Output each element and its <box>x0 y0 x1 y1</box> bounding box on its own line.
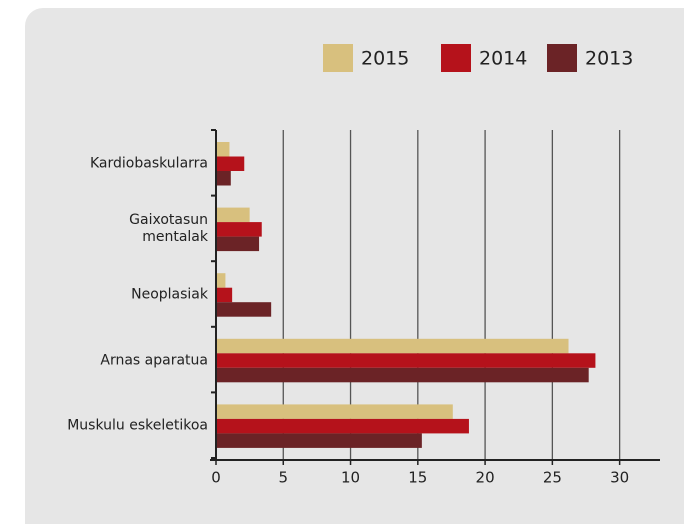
legend-label: 2014 <box>479 48 527 70</box>
bar <box>216 142 230 157</box>
bar <box>216 207 250 223</box>
bar <box>216 287 233 303</box>
y-tick-label: Muskulu eskeletikoa <box>67 417 208 434</box>
bar <box>216 353 596 368</box>
x-tick-label: 5 <box>278 469 288 487</box>
bar <box>216 367 589 383</box>
bar <box>216 171 231 186</box>
bar <box>216 338 569 354</box>
y-tick-label: Gaixotasun mentalak <box>129 212 208 246</box>
bar <box>216 404 453 419</box>
x-tick-label: 15 <box>408 469 427 487</box>
legend-swatch <box>441 44 471 72</box>
legend-swatch <box>547 44 577 72</box>
bar <box>216 222 262 237</box>
x-tick-label: 20 <box>476 469 495 487</box>
bar <box>216 433 422 448</box>
panel <box>25 8 684 524</box>
x-tick-label: 30 <box>610 469 629 487</box>
legend-label: 2015 <box>361 48 409 70</box>
x-tick-label: 25 <box>543 469 562 487</box>
y-tick-label: Arnas aparatua <box>100 352 208 369</box>
y-tick-label: Neoplasiak <box>131 286 208 303</box>
bar <box>216 302 272 317</box>
bar <box>216 418 469 434</box>
x-tick-label: 0 <box>211 469 221 487</box>
bar <box>216 236 260 252</box>
y-tick-label: Kardiobaskularra <box>90 155 208 172</box>
bar <box>216 273 226 288</box>
x-tick-label: 10 <box>341 469 360 487</box>
legend-swatch <box>323 44 353 72</box>
bar <box>216 156 245 171</box>
legend-label: 2013 <box>585 48 633 70</box>
